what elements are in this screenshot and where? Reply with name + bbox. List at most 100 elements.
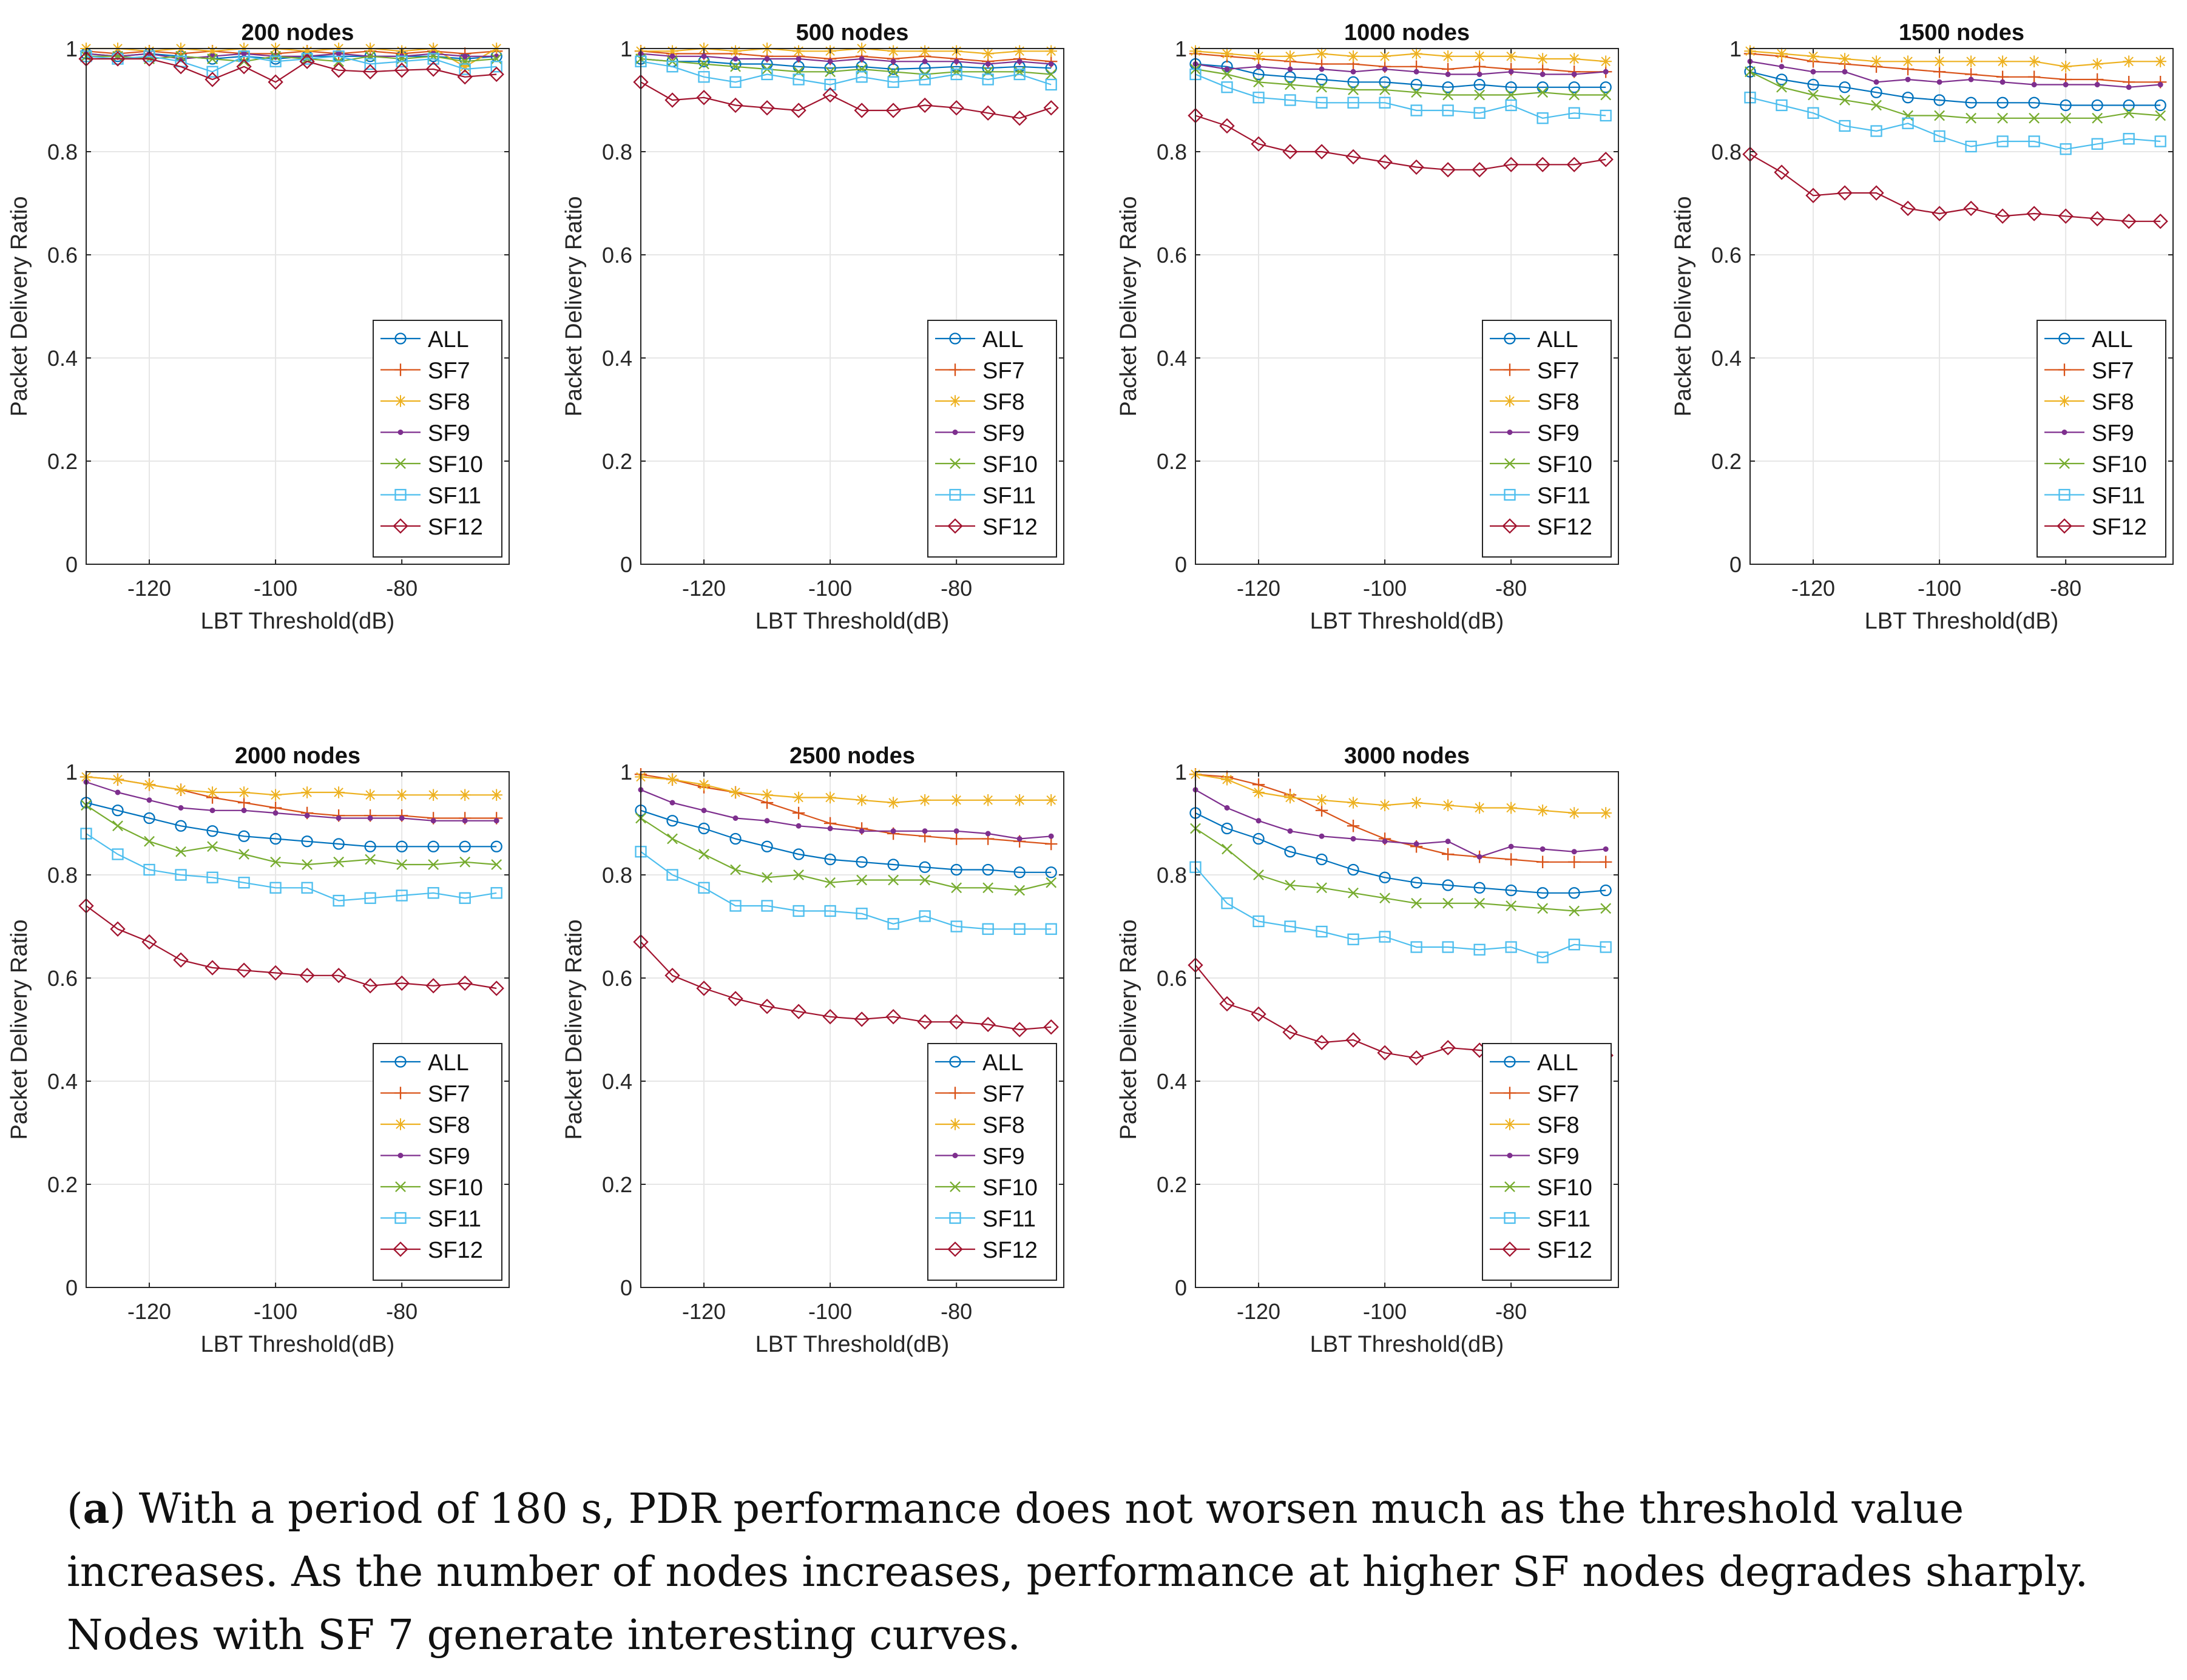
legend-marker (2058, 332, 2070, 345)
x-tick-label: -100 (1363, 1299, 1407, 1324)
data-point (1965, 96, 1977, 109)
data-point (144, 835, 155, 847)
data-point (1379, 84, 1390, 95)
data-point (888, 66, 899, 78)
data-point (822, 1009, 838, 1025)
y-axis-label: Packet Delivery Ratio (7, 196, 32, 416)
data-point (1933, 130, 1945, 143)
data-point (2031, 82, 2037, 87)
data-point (1347, 820, 1360, 832)
data-point (793, 45, 805, 58)
data-point (1571, 72, 1577, 77)
data-point (2121, 214, 2137, 229)
caption-label: a (83, 1485, 110, 1533)
data-point (459, 63, 471, 75)
legend-item-sf11: SF11 (2044, 484, 2145, 509)
data-point (175, 820, 187, 832)
legend-marker (949, 1056, 961, 1068)
series-sf9 (1192, 61, 1609, 77)
x-tick-label: -100 (254, 576, 297, 601)
data-point (488, 980, 504, 996)
data-point (1568, 107, 1580, 119)
data-point (1048, 61, 1054, 67)
data-point (299, 968, 315, 983)
x-tick-label: -120 (682, 576, 726, 601)
data-point (241, 808, 247, 814)
data-point (1776, 99, 1788, 112)
data-point (917, 1014, 933, 1030)
data-point (948, 100, 964, 116)
data-point (919, 73, 931, 86)
y-tick-label: 1 (66, 760, 78, 784)
series-sf9 (638, 51, 1054, 67)
data-point (729, 900, 742, 912)
data-point (666, 815, 678, 827)
data-point (1316, 96, 1328, 109)
data-point (761, 900, 773, 912)
data-point (1347, 50, 1359, 62)
series-sf9 (83, 779, 499, 824)
legend-item-sf11: SF11 (935, 484, 1036, 509)
data-point (1410, 877, 1422, 889)
y-axis-label: Packet Delivery Ratio (7, 919, 32, 1139)
series-sf8 (1744, 45, 2166, 73)
data-point (1442, 897, 1454, 909)
data-point (1284, 791, 1296, 804)
data-point (666, 869, 678, 881)
legend-box (1482, 320, 1612, 558)
data-point (459, 60, 471, 73)
data-point (1442, 799, 1454, 812)
data-point (1540, 846, 1546, 852)
data-point (980, 1016, 996, 1033)
data-point (1316, 925, 1328, 938)
legend-label: SF12 (1537, 1238, 1592, 1263)
legend-item-sf12: SF12 (1490, 1238, 1592, 1263)
data-point (459, 840, 471, 852)
data-point (796, 823, 802, 829)
data-point (948, 1014, 964, 1030)
y-tick-label: 0.8 (1711, 140, 1742, 164)
series-sf10 (635, 812, 1057, 896)
data-point (1413, 69, 1419, 75)
data-point (793, 848, 805, 860)
chart-title: 1500 nodes (1899, 20, 2024, 46)
data-point (1410, 941, 1422, 953)
y-tick-label: 1 (1175, 760, 1187, 784)
y-tick-label: 0.8 (47, 863, 78, 888)
chart-panel-1000-nodes: 0 0.2 0.4 0.6 0.8 1 -120 -100 -80 1000 nodes LBT T… (1116, 20, 1619, 634)
y-tick-label: 0.6 (1711, 243, 1742, 268)
data-point (237, 796, 251, 809)
data-point (950, 68, 962, 81)
data-point (982, 923, 994, 935)
legend-label: SF8 (1537, 1113, 1580, 1138)
data-point (1600, 89, 1612, 101)
data-point (922, 58, 928, 64)
legend-box (373, 1043, 502, 1281)
data-point (856, 794, 868, 806)
data-point (1540, 72, 1546, 77)
series-sf9 (1747, 58, 2163, 90)
x-axis-label: LBT Threshold(dB) (201, 1332, 395, 1357)
figure-caption: (a) With a period of 180 s, PDR performa… (67, 1477, 2142, 1667)
legend-marker (2061, 430, 2067, 435)
data-point (1314, 1034, 1330, 1050)
legend-label: ALL (982, 327, 1024, 353)
data-point (885, 103, 901, 118)
y-tick-label: 0.2 (602, 449, 632, 474)
data-point (1568, 53, 1580, 65)
legend-label: SF11 (2092, 484, 2145, 509)
y-tick-label: 0.8 (47, 140, 78, 164)
legend-marker (948, 1087, 962, 1099)
axes-box (1195, 48, 1619, 565)
series-line (1749, 153, 2161, 222)
data-point (1345, 1032, 1361, 1048)
legend-marker (393, 518, 408, 534)
data-point (2091, 138, 2103, 150)
data-point (1600, 903, 1612, 914)
data-point (396, 840, 408, 852)
data-point (112, 848, 124, 860)
data-point (728, 97, 743, 113)
data-point (1043, 100, 1059, 116)
data-point (698, 822, 710, 835)
data-point (856, 71, 868, 83)
